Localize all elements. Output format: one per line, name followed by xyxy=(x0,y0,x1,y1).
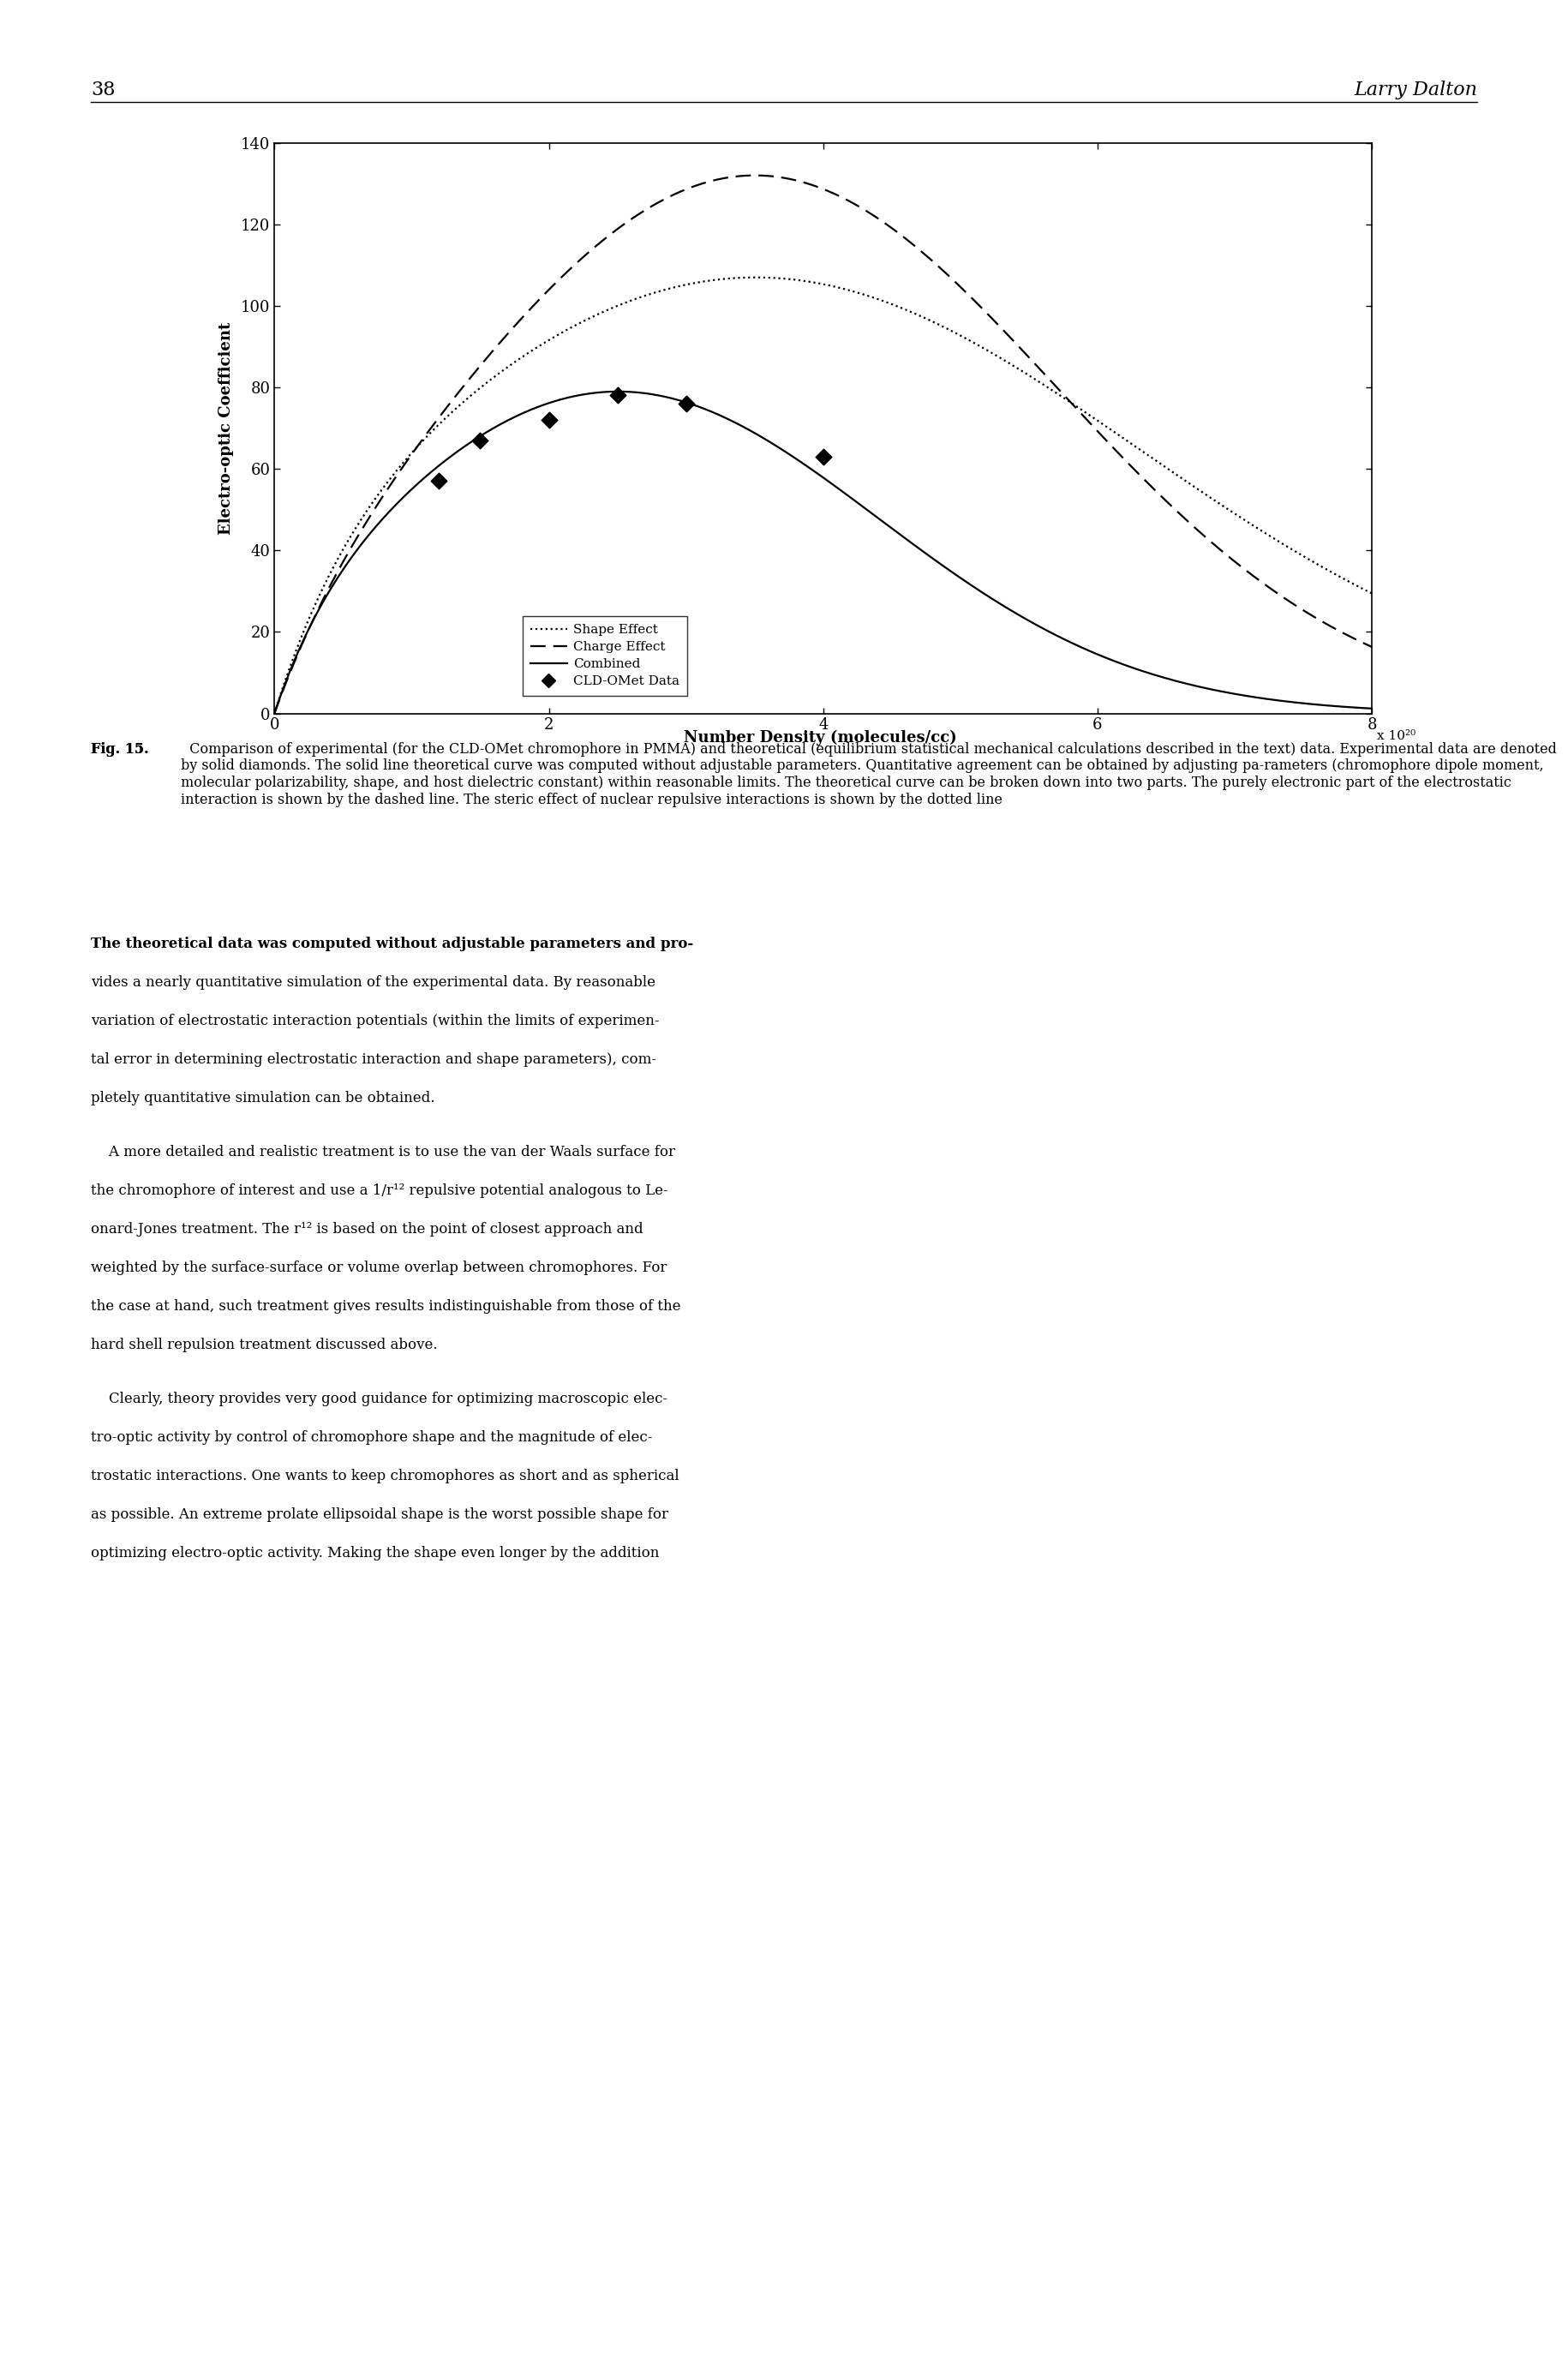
Text: 38: 38 xyxy=(91,81,116,100)
Text: variation of electrostatic interaction potentials (within the limits of experime: variation of electrostatic interaction p… xyxy=(91,1013,660,1030)
Text: pletely quantitative simulation can be obtained.: pletely quantitative simulation can be o… xyxy=(91,1092,434,1106)
Point xyxy=(674,385,699,423)
Text: Fig. 15.: Fig. 15. xyxy=(91,742,149,756)
Text: hard shell repulsion treatment discussed above.: hard shell repulsion treatment discussed… xyxy=(91,1336,437,1353)
Text: as possible. An extreme prolate ellipsoidal shape is the worst possible shape fo: as possible. An extreme prolate ellipsoi… xyxy=(91,1508,668,1522)
Text: trostatic interactions. One wants to keep chromophores as short and as spherical: trostatic interactions. One wants to kee… xyxy=(91,1470,679,1484)
Text: Larry Dalton: Larry Dalton xyxy=(1353,81,1477,100)
Text: Comparison of experimental (for the CLD-OMet chromophore in PMMA) and theoretica: Comparison of experimental (for the CLD-… xyxy=(180,742,1557,806)
Text: vides a nearly quantitative simulation of the experimental data. By reasonable: vides a nearly quantitative simulation o… xyxy=(91,975,655,989)
Point xyxy=(426,461,452,499)
Y-axis label: Electro-optic Coefficient: Electro-optic Coefficient xyxy=(218,321,234,535)
Text: weighted by the surface-surface or volume overlap between chromophores. For: weighted by the surface-surface or volum… xyxy=(91,1260,666,1275)
Text: Clearly, theory provides very good guidance for optimizing macroscopic elec-: Clearly, theory provides very good guida… xyxy=(91,1391,668,1405)
Text: optimizing electro-optic activity. Making the shape even longer by the addition: optimizing electro-optic activity. Makin… xyxy=(91,1546,659,1560)
Text: the case at hand, such treatment gives results indistinguishable from those of t: the case at hand, such treatment gives r… xyxy=(91,1298,681,1313)
Text: The theoretical data was computed without adjustable parameters and pro-: The theoretical data was computed withou… xyxy=(91,937,693,951)
Point xyxy=(467,421,492,459)
Point xyxy=(536,402,561,440)
Text: Fig. 15.: Fig. 15. xyxy=(91,742,149,756)
Point xyxy=(811,438,836,476)
Text: x 10²⁰: x 10²⁰ xyxy=(1377,730,1416,742)
Text: A more detailed and realistic treatment is to use the van der Waals surface for: A more detailed and realistic treatment … xyxy=(91,1144,676,1160)
Point xyxy=(605,376,630,414)
Legend: Shape Effect, Charge Effect, Combined, CLD-OMet Data: Shape Effect, Charge Effect, Combined, C… xyxy=(522,616,688,694)
Text: Number Density (molecules/cc): Number Density (molecules/cc) xyxy=(684,730,956,747)
Text: tro-optic activity by control of chromophore shape and the magnitude of elec-: tro-optic activity by control of chromop… xyxy=(91,1429,652,1443)
Text: the chromophore of interest and use a 1/r¹² repulsive potential analogous to Le-: the chromophore of interest and use a 1/… xyxy=(91,1184,668,1199)
Text: tal error in determining electrostatic interaction and shape parameters), com-: tal error in determining electrostatic i… xyxy=(91,1053,657,1068)
Text: onard-Jones treatment. The r¹² is based on the point of closest approach and: onard-Jones treatment. The r¹² is based … xyxy=(91,1222,643,1237)
